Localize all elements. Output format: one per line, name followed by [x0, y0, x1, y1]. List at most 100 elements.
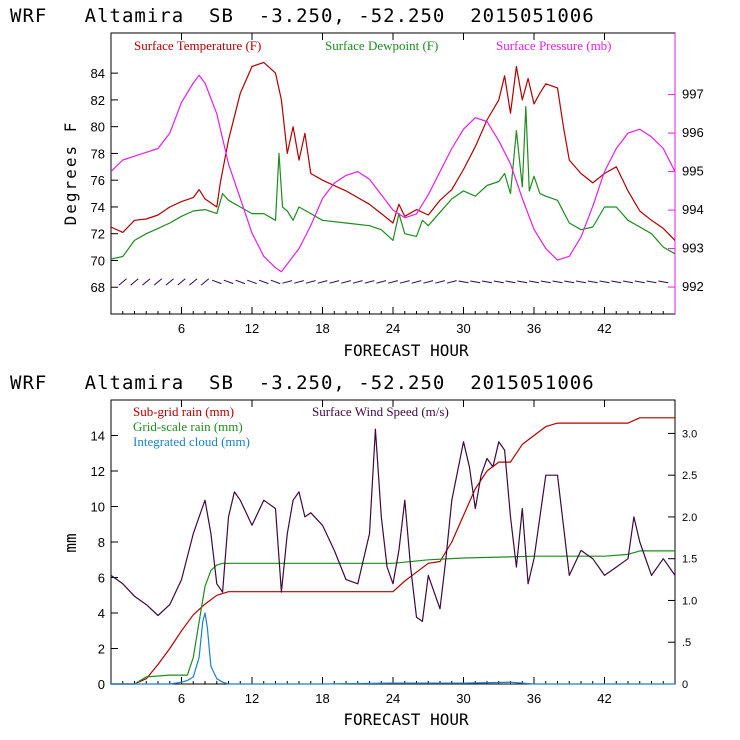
y2-tick-label: 995	[682, 164, 704, 179]
wind-barb	[411, 280, 422, 284]
y2-tick-label: 0	[682, 679, 688, 691]
wind-barb	[587, 280, 598, 284]
y-tick-label: 4	[98, 606, 105, 621]
x-tick-label: 6	[178, 691, 185, 706]
y-tick-label: 12	[91, 464, 105, 479]
wind-barb	[634, 280, 645, 284]
wind-barb	[517, 280, 528, 284]
wind-barb	[341, 280, 351, 284]
wind-barb	[529, 280, 539, 284]
y2-tick-label: 994	[682, 202, 704, 217]
top-x-axis-title: FORECAST HOUR	[343, 341, 469, 360]
y2-tick-label: 997	[682, 87, 704, 102]
wind-barb	[482, 280, 492, 284]
wind-barb	[305, 280, 316, 284]
wind-barb	[540, 280, 551, 284]
wind-barb	[576, 280, 586, 284]
y-tick-label: 68	[91, 280, 105, 295]
y-tick-label: 74	[91, 200, 105, 215]
legend-pressure: Surface Pressure (mb)	[496, 38, 612, 53]
y2-tick-label: 1.0	[682, 595, 697, 607]
y-tick-label: 80	[91, 120, 105, 135]
integrated-cloud-line	[111, 612, 675, 685]
top-y-axis-title: Degrees F	[61, 121, 80, 226]
y-tick-label: 2	[98, 642, 105, 657]
x-tick-label: 12	[245, 321, 259, 336]
wind-barb	[200, 278, 210, 286]
wind-barb	[118, 278, 127, 286]
wind-barb	[493, 280, 504, 284]
bottom-x-axis-title: FORECAST HOUR	[343, 710, 469, 729]
legend-dewpoint: Surface Dewpoint (F)	[325, 38, 438, 53]
wind-barb	[376, 280, 387, 284]
surface-wind-speed-line	[110, 428, 676, 623]
y-tick-label: 82	[91, 93, 105, 108]
y-tick-label: 72	[91, 227, 105, 242]
wind-barb	[223, 279, 234, 285]
wind-barb	[505, 280, 516, 284]
wind-barb	[423, 280, 434, 284]
wind-barb	[399, 280, 410, 284]
x-tick-label: 24	[386, 691, 400, 706]
y2-tick-label: 993	[682, 241, 704, 256]
precipitation-panel: WRF Altamira SB -3.250, -52.250 20150510…	[10, 372, 697, 729]
y2-tick-label: 2.0	[682, 512, 697, 524]
legend-temperature: Surface Temperature (F)	[134, 38, 261, 53]
y-tick-label: 70	[91, 253, 105, 268]
wind-barb	[388, 280, 398, 284]
wind-barb	[364, 280, 375, 284]
grid-scale-rain-line	[111, 550, 675, 685]
y-tick-label: 0	[98, 677, 105, 692]
wind-barb-row	[118, 278, 669, 286]
wind-barb	[658, 280, 669, 284]
x-tick-label: 18	[315, 691, 329, 706]
wind-barb	[446, 280, 457, 284]
y2-tick-label: 3.0	[682, 428, 697, 440]
wind-barb	[435, 280, 445, 284]
x-tick-label: 24	[386, 321, 400, 336]
wind-barb	[564, 280, 575, 284]
wind-barb	[247, 279, 257, 285]
x-tick-label: 18	[315, 321, 329, 336]
legend-integrated-cloud: Integrated cloud (mm)	[133, 434, 250, 449]
legend-gridscale-rain: Grid-scale rain (mm)	[133, 419, 243, 434]
wind-barb	[317, 280, 328, 284]
sub-grid-rain-line	[111, 417, 675, 685]
y-tick-label: 8	[98, 535, 105, 550]
wind-barb	[599, 280, 610, 284]
wind-barb	[177, 278, 186, 286]
wind-barb	[258, 279, 269, 285]
wind-barb	[552, 280, 563, 284]
wind-barb	[165, 278, 174, 286]
y2-tick-label: 996	[682, 125, 704, 140]
y-tick-label: 14	[91, 429, 105, 444]
wind-barb	[623, 280, 633, 284]
y-tick-label: 76	[91, 173, 105, 188]
wind-barb	[611, 280, 622, 284]
legend-subgrid-rain: Sub-grid rain (mm)	[133, 404, 234, 419]
wind-barb	[352, 280, 363, 284]
wind-barb	[142, 278, 151, 286]
x-tick-label: 36	[527, 691, 541, 706]
x-tick-label: 42	[597, 691, 611, 706]
surface-pressure-line	[110, 74, 676, 273]
surface-dewpoint-line	[110, 105, 676, 260]
wind-barb	[211, 279, 222, 285]
wind-barb	[646, 280, 657, 284]
y-tick-label: 78	[91, 146, 105, 161]
y-tick-label: 84	[91, 66, 105, 81]
wind-barb	[470, 280, 481, 284]
wind-barb	[294, 280, 304, 284]
wind-barb	[270, 279, 281, 285]
y2-tick-label: 2.5	[682, 470, 697, 482]
wind-barb	[189, 278, 198, 286]
wind-barb	[458, 280, 469, 284]
legend-wind-speed: Surface Wind Speed (m/s)	[312, 404, 449, 419]
bottom-chart-title: WRF Altamira SB -3.250, -52.250 20150510…	[10, 372, 595, 394]
x-tick-label: 36	[527, 321, 541, 336]
temperature-panel: WRF Altamira SB -3.250, -52.250 20150510…	[10, 5, 704, 360]
y-tick-label: 6	[98, 571, 105, 586]
bottom-axis-ticks: 6 12 18 24 30 36 42024681012140.51.01.52.02.53…	[91, 400, 697, 706]
wind-barb	[153, 278, 163, 286]
